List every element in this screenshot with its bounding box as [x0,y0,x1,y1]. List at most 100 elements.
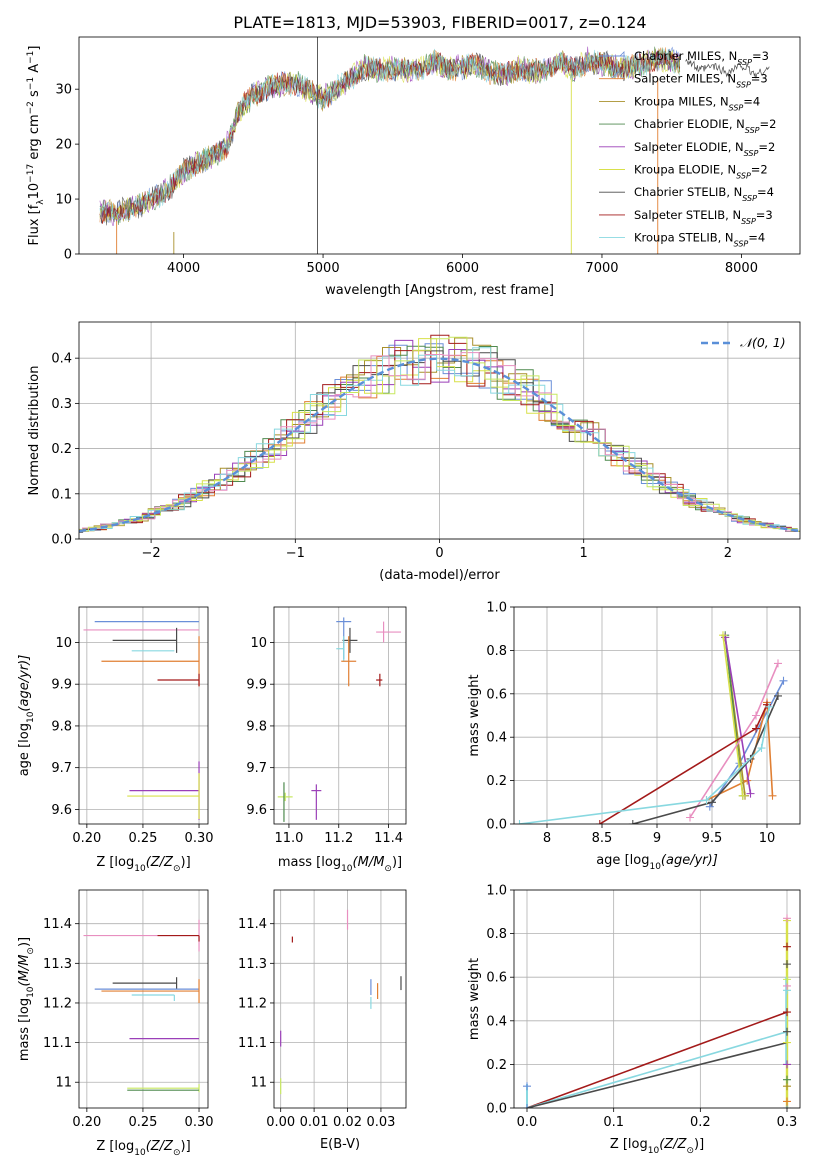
point-marker [628,820,637,824]
label-part: Z [log [96,855,134,870]
label-part: ⊙ [173,1148,181,1158]
y-tick-label: 0.4 [486,1014,507,1029]
legend-entry: Chabrier ELODIE, NSSP=2 [634,117,776,135]
weight-line [526,1030,788,1108]
weight-line [599,704,768,824]
legend-entry: Kroupa MILES, NSSP=4 [634,94,760,112]
x-tick-label: 10 [759,831,776,846]
x-axis-label: age [log10(age/yr)] [596,853,718,872]
y-tick-label: 10 [55,193,72,208]
y-tick-label: 0.2 [486,1058,507,1073]
y-tick-label: 9.8 [51,719,72,734]
legend-sub: SSP [736,171,751,180]
point-marker [686,813,694,822]
label-part: ⊙ [686,1146,694,1156]
y-tick-label: 0.6 [486,971,507,986]
legend-tail: =3 [751,72,768,86]
axes-frame [513,606,801,825]
x-axis-label: Z [log10(Z/Z⊙)] [96,1139,190,1158]
x-tick-label: −2 [142,546,161,561]
spectrum-lines [99,37,770,254]
y-tick-label: 11 [55,1076,72,1091]
error-bars [280,909,402,1095]
x-tick-label: 0.03 [366,1115,395,1130]
label-part: erg cm [27,114,42,163]
weight-line [632,695,779,824]
x-tick-label: 0.25 [128,1115,157,1130]
label-part: 10 [26,986,36,998]
x-tick-label: −1 [286,546,305,561]
label-part: −17 [26,164,36,183]
x-axis-label: (data-model)/error [379,568,500,583]
legend-tail: =2 [751,163,768,177]
x-tick-label: 0.01 [300,1115,329,1130]
label-part: A [27,64,42,77]
point-marker [757,744,766,753]
x-tick-label: 11.0 [274,831,303,846]
point-marker [765,702,774,711]
label-part: 10 [649,862,661,872]
point-marker [783,1008,791,1017]
x-tick-label: 5000 [307,261,340,276]
point-marker [752,711,760,720]
point-marker [783,960,791,969]
histogram-step [79,352,800,532]
legend-sub: SSP [729,103,744,112]
y-axis-label: Normed distribution [27,366,42,496]
label-part: Z [log [610,1137,648,1152]
point-marker [783,1038,791,1047]
y-tick-label: 9.6 [51,803,72,818]
x-tick-label: 0 [435,546,443,561]
x-tick-label: 0.30 [185,1115,214,1130]
legend-text: Kroupa ELODIE, N [634,163,736,177]
y-tick-label: 11 [250,1076,267,1091]
legend-tail: =2 [758,140,775,154]
normal-curve [79,357,800,533]
mass-vs-EBV-axes: 0.00 0.01 0.02 0.03 11 11.1 11.2 11.3 11.4 E(B-V) [238,889,407,1152]
label-part: 10 [26,711,36,723]
y-tick-label: 0.6 [486,687,507,702]
label-part: 10 [341,864,353,874]
y-tick-label: 1.0 [486,601,507,616]
axes-frame [78,606,209,825]
y-axis-label: mass weight [467,958,482,1040]
y-tick-label: 0.4 [51,352,72,367]
legend-text: Chabrier MILES, N [634,49,737,63]
legend-entry: Chabrier MILES, NSSP=3 [634,49,769,67]
label-part: 10 [134,864,146,874]
point-marker [783,1075,791,1084]
label-part: age [log [596,853,649,868]
y-tick-label: 0.8 [486,927,507,942]
point-marker [708,798,716,807]
legend-text: Kroupa STELIB, N [634,231,734,245]
legend-sub: SSP [736,80,751,89]
legend-entry: Salpeter STELIB, NSSP=3 [634,208,773,226]
legend-entry: Chabrier STELIB, NSSP=4 [634,185,774,203]
label-part: )] [17,937,32,947]
x-axis-label: mass [log10(M/M⊙)] [278,855,402,874]
point-marker [774,659,782,668]
point-marker [702,796,711,805]
legend-entry: Kroupa ELODIE, NSSP=2 [634,163,768,181]
point-marker [783,914,791,923]
label-part: )] [181,1139,191,1154]
y-tick-label: 0.0 [486,1102,507,1117]
error-bars [83,919,200,1093]
legend-sub: SSP [734,239,749,248]
y-tick-label: 0.3 [51,397,72,412]
axes-frame [273,606,407,825]
point-marker [752,724,760,733]
histograms [79,334,800,533]
point-marker [783,975,791,984]
label-part: (age/yr)] [661,853,718,868]
legend-entry: Salpeter ELODIE, NSSP=2 [634,140,775,158]
spectrum-line [99,48,681,222]
legend-text: Salpeter MILES, N [634,72,736,86]
y-tick-label: 10 [55,636,72,651]
legend-text: Salpeter STELIB, N [634,208,741,222]
weight-vs-Z-axes: 0.0 0.1 0.2 0.3 0.0 0.2 0.4 0.6 0.8 1.0 Z [log10(Z… [467,884,801,1156]
x-tick-label: 4000 [167,261,200,276]
y-tick-label: 9.9 [51,678,72,693]
y-tick-label: 9.7 [246,761,267,776]
